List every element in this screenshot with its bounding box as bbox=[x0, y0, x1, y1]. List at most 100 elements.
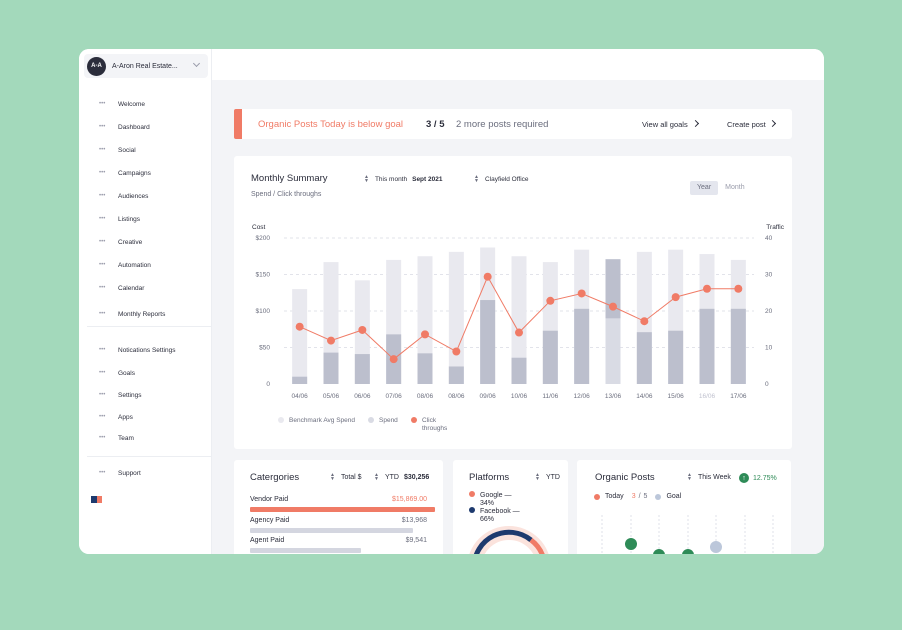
platforms-period-select[interactable]: ▲ ▼ YTD bbox=[535, 473, 560, 482]
click-throughs-point bbox=[421, 330, 429, 339]
toggle-month[interactable]: Month bbox=[725, 184, 745, 191]
x-tick-label: 16/06 bbox=[699, 393, 716, 400]
dots-icon: ••• bbox=[99, 435, 106, 441]
y-tick-label: $200 bbox=[256, 235, 271, 242]
sort-icon: ▲ ▼ bbox=[364, 174, 369, 184]
period-value: Sept 2021 bbox=[412, 175, 443, 183]
sidebar-item-label: Goals bbox=[118, 369, 135, 377]
today-label: Today bbox=[605, 493, 624, 500]
click-throughs-point bbox=[515, 328, 523, 337]
summary-title: Monthly Summary bbox=[251, 173, 328, 184]
y2-tick-label: 20 bbox=[765, 308, 773, 315]
category-label: Agent Paid bbox=[250, 537, 285, 544]
organic-point bbox=[682, 549, 694, 554]
sidebar-item-label: Support bbox=[118, 469, 141, 477]
sidebar-item-welcome[interactable]: ••• Welcome bbox=[99, 98, 145, 110]
sidebar-item-social[interactable]: ••• Social bbox=[99, 144, 136, 156]
organic-period-label: This Week bbox=[697, 473, 731, 481]
sidebar-item-listings[interactable]: ••• Listings bbox=[99, 213, 140, 225]
sidebar-item-audiences[interactable]: ••• Audiences bbox=[99, 190, 148, 202]
sidebar-item-label: Social bbox=[118, 146, 136, 154]
sort-icon: ▲ ▼ bbox=[374, 472, 379, 482]
account-name: A-Aron Real Estate... bbox=[112, 62, 178, 70]
click-throughs-point bbox=[327, 336, 335, 345]
office-select[interactable]: ▲ ▼ Clayfield Office bbox=[474, 175, 529, 184]
benchmark-bar bbox=[511, 256, 527, 384]
chevron-right-icon bbox=[768, 119, 777, 128]
sidebar-item-team[interactable]: ••• Team bbox=[99, 432, 134, 444]
total-select[interactable]: ▲ ▼ Total $ bbox=[330, 473, 362, 482]
sidebar-item-creative[interactable]: ••• Creative bbox=[99, 236, 142, 248]
sidebar-item-calendar[interactable]: ••• Calendar bbox=[99, 282, 144, 294]
sidebar-item-monthly-reports[interactable]: ••• Monthly Reports bbox=[99, 308, 165, 320]
click-throughs-point bbox=[640, 317, 649, 326]
today-dot bbox=[594, 493, 600, 500]
sidebar-item-apps[interactable]: ••• Apps bbox=[99, 411, 133, 423]
category-label: Agency Paid bbox=[250, 517, 290, 524]
ytd-label: YTD bbox=[384, 473, 399, 481]
organic-title: Organic Posts bbox=[595, 472, 655, 483]
sidebar-item-dashboard[interactable]: ••• Dashboard bbox=[99, 121, 150, 133]
x-tick-label: 08/06 bbox=[448, 393, 465, 400]
platforms-donut bbox=[469, 526, 549, 554]
organic-chart bbox=[601, 515, 774, 554]
y2-tick-label: 0 bbox=[765, 381, 769, 388]
goal-value: 5 bbox=[643, 493, 648, 500]
sidebar-item-automation[interactable]: ••• Automation bbox=[99, 259, 151, 271]
avatar: A-A bbox=[87, 56, 106, 76]
dots-icon: ••• bbox=[99, 216, 106, 222]
sidebar-item-campaigns[interactable]: ••• Campaigns bbox=[99, 167, 151, 179]
flag-icon[interactable] bbox=[91, 496, 102, 503]
organic-change-value: 12.75% bbox=[753, 474, 777, 482]
chevron-right-icon bbox=[691, 119, 700, 128]
monthly-summary-chart: Cost Traffic 0 0 $50 10 $100 20 $150 30 $200 40 04/0… bbox=[252, 224, 785, 432]
spend-bar bbox=[699, 308, 715, 384]
platform-facebook: Facebook — 66% bbox=[469, 507, 520, 524]
sidebar-item-label: Calendar bbox=[118, 284, 145, 292]
create-post-link[interactable]: Create post bbox=[727, 120, 766, 129]
y2-tick-label: 40 bbox=[765, 235, 773, 242]
sidebar-item-label: Settings bbox=[118, 391, 142, 399]
ytd-select[interactable]: ▲ ▼ YTD $30,256 bbox=[374, 472, 429, 482]
sidebar-item-goals[interactable]: ••• Goals bbox=[99, 367, 135, 379]
dots-icon: ••• bbox=[99, 170, 106, 176]
sidebar-item-notications-settings[interactable]: ••• Notications Settings bbox=[99, 344, 175, 356]
x-tick-label: 15/06 bbox=[668, 393, 685, 400]
sidebar-item-label: Team bbox=[118, 434, 134, 442]
dots-icon: ••• bbox=[99, 101, 106, 107]
platform-name: Google — bbox=[480, 492, 512, 499]
sidebar-item-label: Campaigns bbox=[118, 169, 151, 177]
google-dot bbox=[469, 491, 475, 497]
arrow-up-icon: ↑ bbox=[739, 473, 749, 483]
toggle-year[interactable]: Year bbox=[690, 181, 719, 195]
legend-label: Benchmark Avg Spend bbox=[289, 417, 355, 424]
facebook-dot bbox=[469, 507, 475, 513]
platform-pct: 34% bbox=[480, 500, 495, 507]
y-tick-label: 0 bbox=[266, 381, 270, 388]
organic-period-select[interactable]: ▲ ▼ This Week bbox=[687, 472, 731, 482]
y2-tick-label: 10 bbox=[765, 345, 773, 352]
organic-legend: Today 3 / 5 Goal bbox=[594, 493, 681, 500]
category-value: $13,968 bbox=[401, 517, 427, 524]
sort-icon: ▲ ▼ bbox=[687, 472, 692, 482]
sidebar-item-label: Notications Settings bbox=[118, 346, 176, 354]
sidebar-item-settings[interactable]: ••• Settings bbox=[99, 389, 142, 401]
x-tick-label: 14/06 bbox=[636, 393, 653, 400]
click-throughs-point bbox=[389, 355, 398, 364]
spend-bar bbox=[542, 330, 558, 384]
x-tick-label: 09/06 bbox=[480, 393, 497, 400]
legend-dot bbox=[411, 417, 417, 423]
period-select[interactable]: ▲ ▼ This month Sept 2021 bbox=[364, 174, 443, 184]
category-value: $15,869.00 bbox=[391, 496, 427, 503]
account-switcher[interactable]: A-A A-Aron Real Estate... bbox=[84, 54, 208, 78]
legend-label: Click throughs bbox=[422, 417, 448, 432]
click-throughs-point bbox=[483, 272, 492, 281]
sidebar-item-support[interactable]: ••• Support bbox=[99, 467, 141, 479]
spend-bar bbox=[668, 330, 684, 384]
total-label: Total $ bbox=[340, 473, 362, 481]
top-bar bbox=[212, 49, 824, 80]
x-tick-label: 08/06 bbox=[417, 393, 434, 400]
y-tick-label: $150 bbox=[256, 272, 271, 279]
view-all-goals-link[interactable]: View all goals bbox=[642, 120, 688, 129]
donut-facebook-arc bbox=[473, 529, 533, 554]
